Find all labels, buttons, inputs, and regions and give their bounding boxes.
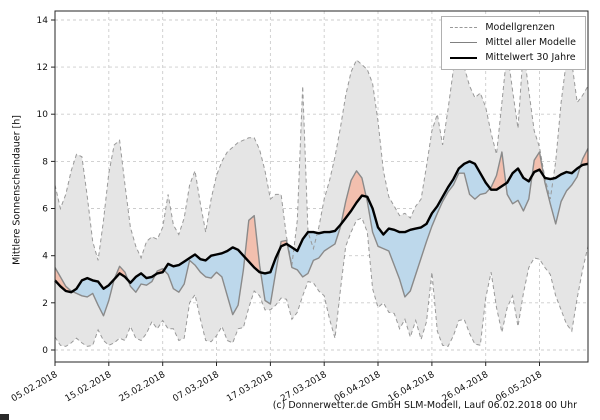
legend-label: Mittel aller Modelle (485, 37, 576, 48)
legend-label: Modellgrenzen (485, 22, 555, 33)
y-tick-label: 2 (42, 299, 48, 309)
y-tick-label: 8 (42, 157, 48, 167)
gray-line-sample (450, 42, 478, 43)
lower-bound-line (54, 217, 589, 347)
x-tick-label: 17.03.2018 (225, 370, 275, 405)
corner-mark (0, 414, 9, 420)
legend-item-mittel-aller-modelle: Mittel aller Modelle (450, 37, 576, 48)
y-axis-label: Mittlere Sonnenscheindauer [h] (11, 115, 23, 265)
climatology-line (54, 160, 589, 294)
y-tick-label: 14 (37, 16, 49, 26)
legend: Modellgrenzen Mittel aller Modelle Mitte… (441, 16, 586, 70)
model-above-normal-fill (55, 148, 588, 293)
x-tick-label: 05.02.2018 (10, 370, 60, 405)
legend-label: Mittelwert 30 Jahre (485, 52, 576, 63)
plot-border (54, 10, 589, 363)
black-line-sample (450, 56, 478, 59)
y-tick-label: 4 (42, 252, 48, 262)
copyright-caption: (c) Donnerwetter.de GmbH SLM-Modell, Lau… (272, 400, 577, 411)
x-tick-label: 25.02.2018 (118, 370, 168, 405)
model-mean-line (54, 148, 589, 317)
x-tick-label: 15.02.2018 (64, 370, 114, 405)
y-tick-label: 6 (42, 205, 48, 215)
upper-bound-line (54, 48, 589, 266)
model-below-normal-fill (72, 161, 580, 316)
x-tick-label: 07.03.2018 (171, 370, 221, 405)
y-tick-label: 10 (37, 110, 49, 120)
dashed-line-sample (450, 27, 478, 28)
model-range-band (55, 48, 588, 347)
y-tick-label: 0 (42, 346, 48, 356)
y-tick-label: 12 (37, 63, 48, 73)
legend-item-modellgrenzen: Modellgrenzen (450, 22, 576, 33)
legend-item-mittelwert-30-jahre: Mittelwert 30 Jahre (450, 52, 576, 63)
